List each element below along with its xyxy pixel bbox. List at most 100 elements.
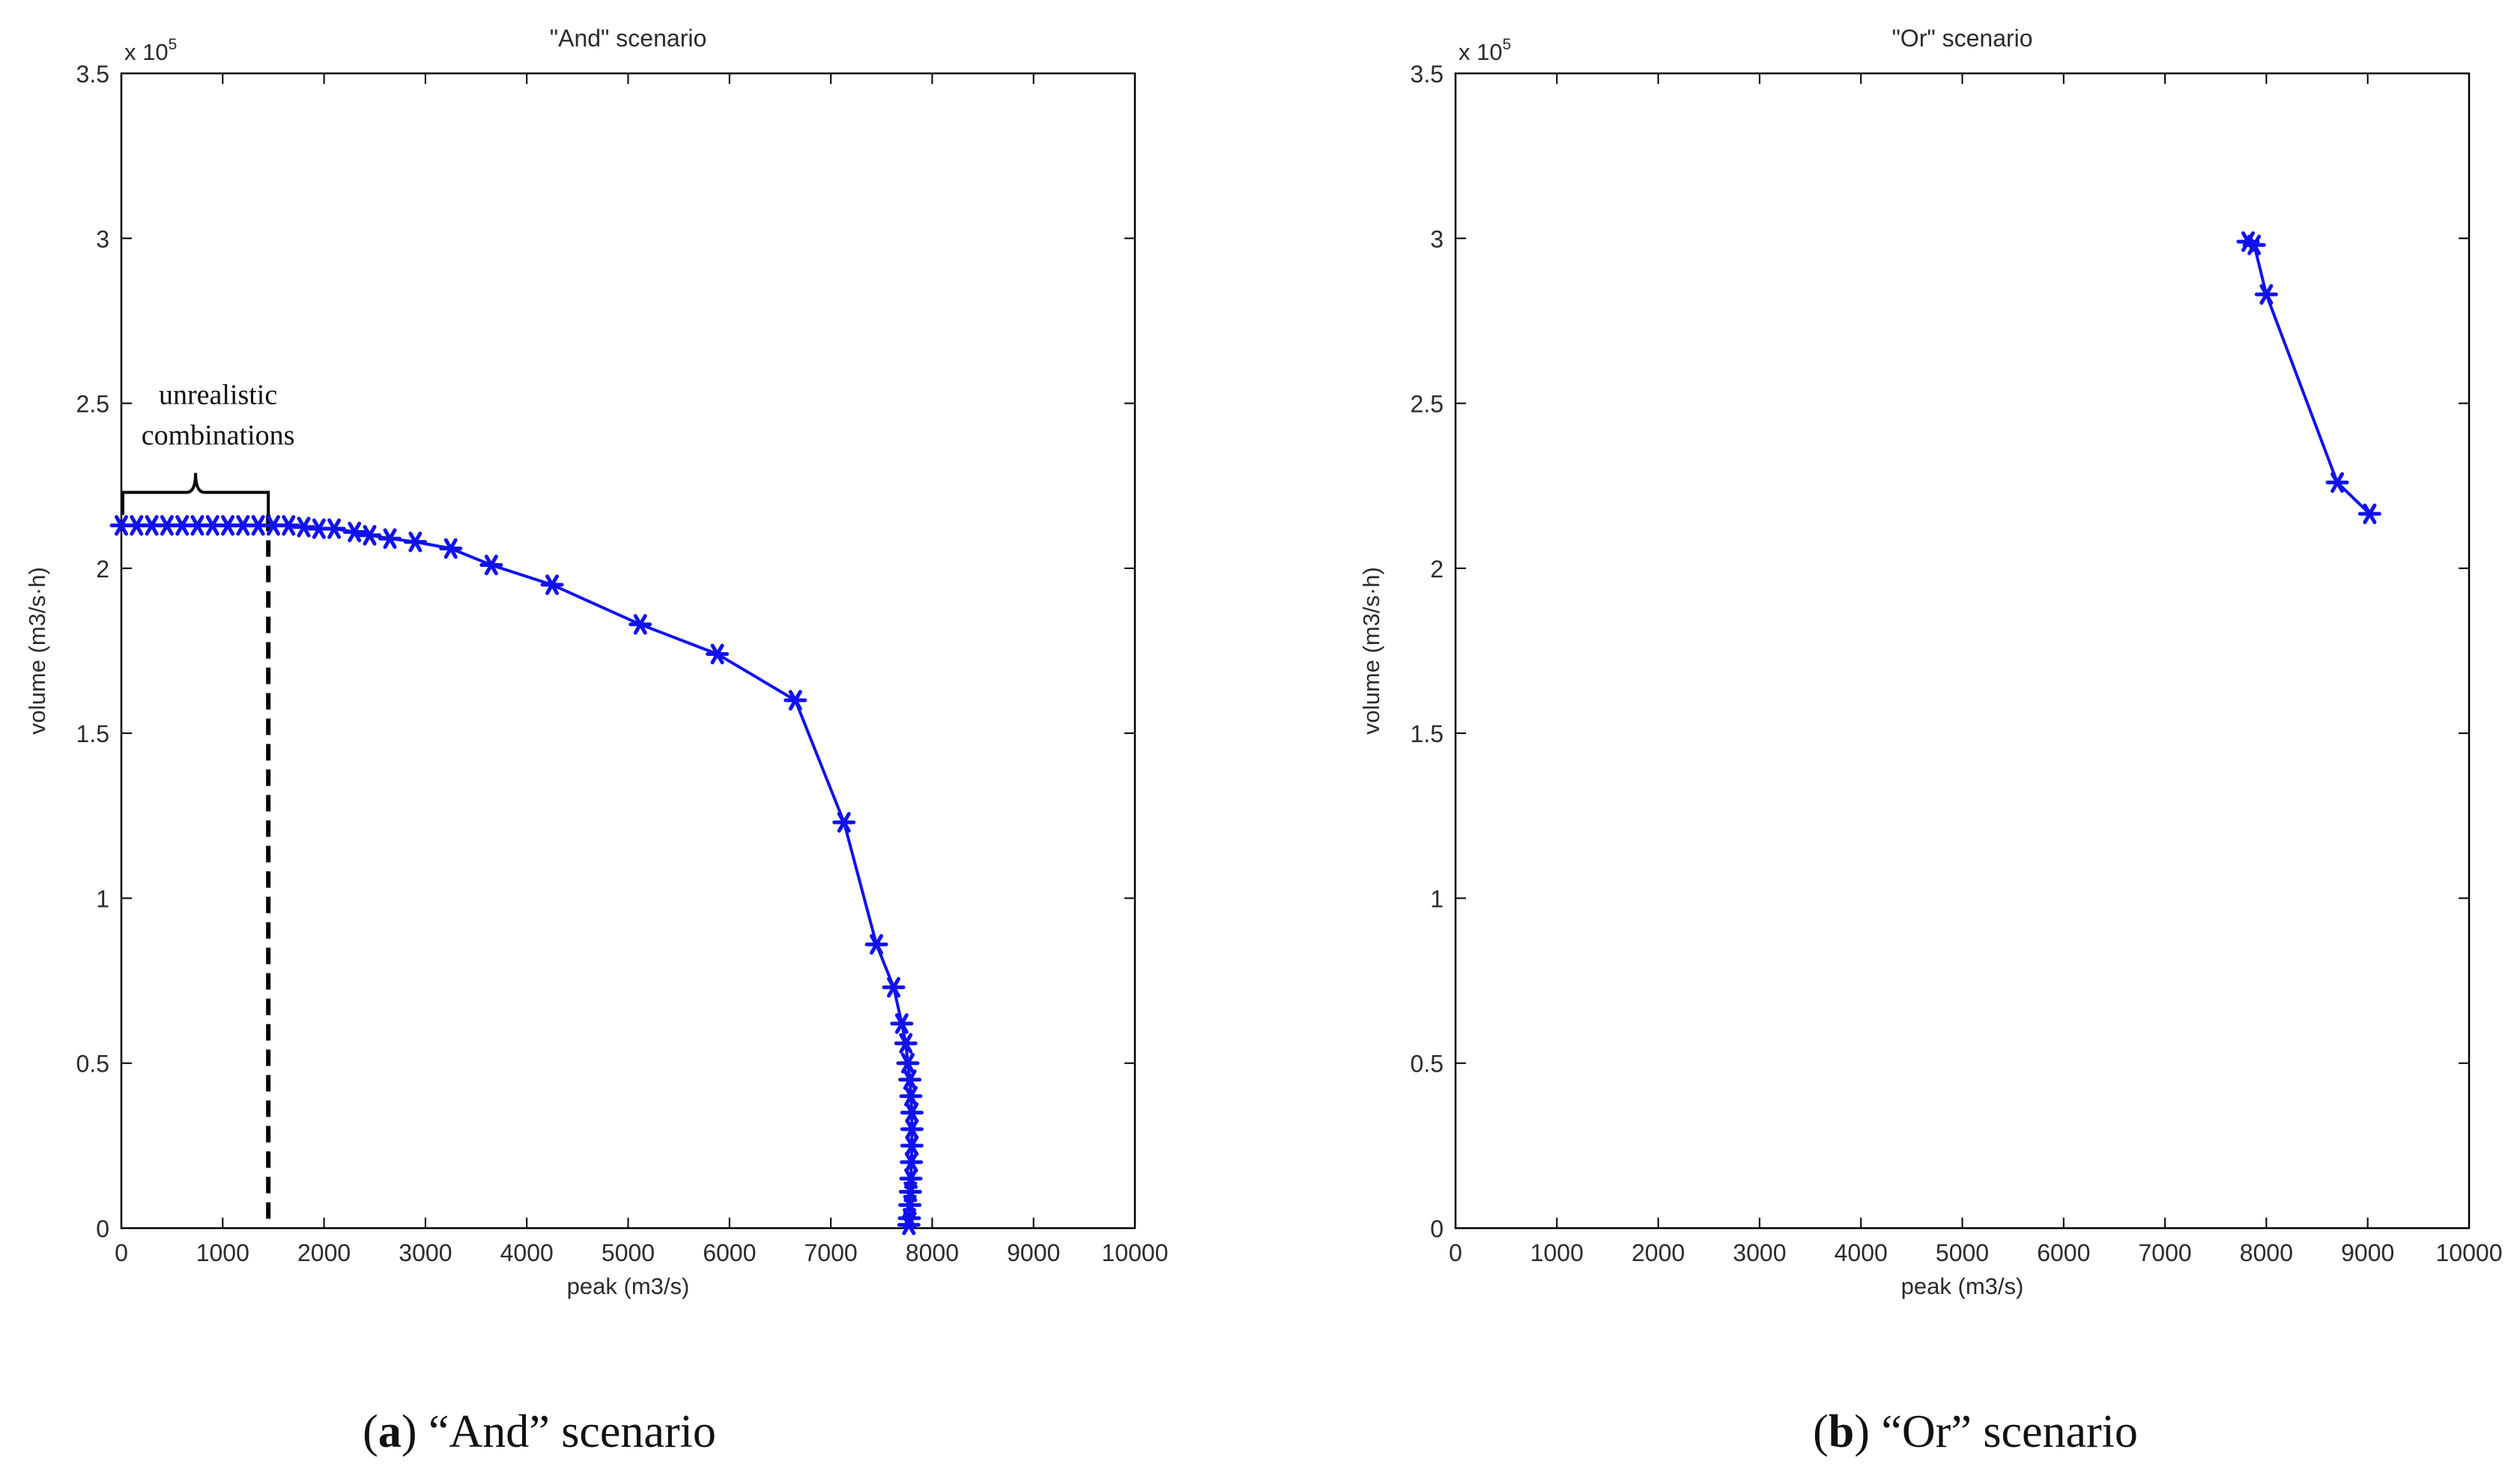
and-data-point <box>706 643 730 665</box>
or-y-tick-label: 1.5 <box>1411 720 1444 747</box>
or-y-tick-label: 3.5 <box>1411 61 1444 88</box>
and-annotation-text-line2: combinations <box>142 420 295 452</box>
and-series <box>109 514 924 1236</box>
and-data-point <box>899 1086 923 1107</box>
and-x-tick-label: 4000 <box>500 1239 554 1266</box>
caption-b-text: ) “Or” scenario <box>1854 1406 2138 1457</box>
and-series-line <box>121 523 914 1225</box>
and-x-tick-label: 0 <box>115 1239 128 1266</box>
and-plot-frame <box>120 72 1136 1230</box>
or-x-tick-label: 0 <box>1449 1239 1462 1266</box>
and-annotation: unrealistic combinations <box>121 380 295 1228</box>
and-y-tick-label: 0.5 <box>76 1051 109 1078</box>
or-y-tick-label: 3 <box>1430 225 1444 252</box>
panel-or: "Or" scenario x 105 0 0.5 1 1.5 2 2.5 3 3.5 0 10… <box>1358 25 2502 1299</box>
and-data-point <box>864 934 888 955</box>
or-x-tick-label: 1000 <box>1530 1239 1584 1266</box>
and-y-tick-label: 1.5 <box>76 720 109 747</box>
and-y-tick-label: 3 <box>96 225 109 252</box>
or-x-axis-label: peak (m3/s) <box>1901 1273 2024 1299</box>
or-y-multiplier-exponent: 5 <box>1503 36 1512 53</box>
caption-a-letter: a <box>378 1406 402 1457</box>
and-data-point <box>403 531 427 553</box>
and-data-point <box>479 554 503 576</box>
caption-a: (a) “And” scenario <box>363 1406 716 1457</box>
and-chart-title: "And" scenario <box>550 25 707 52</box>
and-y-tick-label: 1 <box>96 885 109 912</box>
or-series <box>2236 231 2381 524</box>
or-y-multiplier-base: x 10 <box>1459 39 1503 65</box>
or-x-tick-label: 8000 <box>2240 1239 2293 1266</box>
or-y-axis-label: volume (m3/s·h) <box>1358 567 1384 735</box>
and-x-tick-label: 9000 <box>1007 1239 1060 1266</box>
and-data-point <box>357 525 381 546</box>
and-x-tick-label: 2000 <box>297 1239 351 1266</box>
and-data-point <box>342 521 366 543</box>
or-x-tick-label: 5000 <box>1936 1239 1989 1266</box>
or-y-multiplier: x 105 <box>1459 36 1511 65</box>
or-x-tick-label: 9000 <box>2341 1239 2394 1266</box>
or-y-tick-label: 2 <box>1430 556 1444 583</box>
or-x-tick-label: 6000 <box>2037 1239 2090 1266</box>
and-data-point <box>894 1033 918 1054</box>
and-data-point <box>784 690 808 711</box>
and-data-point <box>900 1135 924 1156</box>
or-x-tick-label: 7000 <box>2139 1239 2192 1266</box>
or-x-tick-label: 3000 <box>1733 1239 1786 1266</box>
and-y-tick-label: 0 <box>96 1215 109 1242</box>
or-plot-frame <box>1454 72 2471 1230</box>
and-data-point <box>890 1013 914 1034</box>
and-x-tick-label: 8000 <box>906 1239 959 1266</box>
and-y-multiplier-exponent: 5 <box>169 36 178 53</box>
caption-b-letter: b <box>1829 1406 1854 1457</box>
and-y-multiplier: x 105 <box>124 36 177 65</box>
or-x-tick-label: 4000 <box>1835 1239 1888 1266</box>
and-y-tick-label: 2.5 <box>76 391 109 418</box>
or-y-ticks: 0 0.5 1 1.5 2 2.5 3 3.5 <box>1411 61 2469 1242</box>
or-data-point <box>2242 234 2266 255</box>
and-y-tick-label: 3.5 <box>76 61 109 88</box>
and-data-point <box>629 613 652 635</box>
caption-a-text: ) “And” scenario <box>402 1406 716 1457</box>
caption-b-open: ( <box>1813 1406 1829 1457</box>
and-data-point <box>897 1214 921 1236</box>
or-x-tick-label: 2000 <box>1632 1239 1685 1266</box>
or-chart-title: "Or" scenario <box>1891 25 2032 52</box>
caption-b: (b) “Or” scenario <box>1813 1406 2138 1457</box>
or-y-tick-label: 0 <box>1430 1215 1444 1242</box>
or-series-line <box>2247 240 2371 515</box>
and-y-axis-label: volume (m3/s·h) <box>24 567 50 735</box>
or-x-tick-label: 10000 <box>2436 1239 2503 1266</box>
and-data-point <box>896 1052 920 1074</box>
and-x-tick-label: 6000 <box>703 1239 756 1266</box>
and-annotation-brace <box>121 473 270 515</box>
or-x-ticks: 0 1000 2000 3000 4000 5000 6000 7000 8000 9000 100… <box>1449 73 2502 1266</box>
and-x-tick-label: 1000 <box>196 1239 249 1266</box>
and-data-point <box>900 1119 924 1140</box>
or-y-tick-label: 2.5 <box>1411 391 1444 418</box>
and-x-tick-label: 3000 <box>399 1239 452 1266</box>
and-x-axis-label: peak (m3/s) <box>567 1273 690 1299</box>
and-data-point <box>900 1152 924 1173</box>
and-x-tick-label: 7000 <box>805 1239 858 1266</box>
or-data-point <box>2325 472 2349 494</box>
and-data-point <box>378 528 402 549</box>
and-data-point <box>540 574 564 595</box>
or-data-point <box>2254 284 2278 305</box>
and-data-point <box>882 977 906 998</box>
and-x-tick-label: 5000 <box>602 1239 655 1266</box>
and-y-tick-label: 2 <box>96 556 109 583</box>
and-data-point <box>898 1069 922 1090</box>
panel-and: "And" scenario x 105 0 0.5 1 1.5 2 2.5 3 3.5 0 1… <box>24 25 1168 1299</box>
and-y-ticks: 0 0.5 1 1.5 2 2.5 3 3.5 <box>76 61 1135 1242</box>
or-data-point <box>2357 503 2381 524</box>
and-data-point <box>900 1102 924 1123</box>
and-x-ticks: 0 1000 2000 3000 4000 5000 6000 7000 8000 9000 100… <box>115 73 1168 1266</box>
caption-a-open: ( <box>363 1406 378 1457</box>
and-annotation-text-line1: unrealistic <box>159 380 277 411</box>
and-x-tick-label: 10000 <box>1102 1239 1169 1266</box>
and-data-point <box>832 812 856 833</box>
or-y-tick-label: 1 <box>1430 885 1444 912</box>
